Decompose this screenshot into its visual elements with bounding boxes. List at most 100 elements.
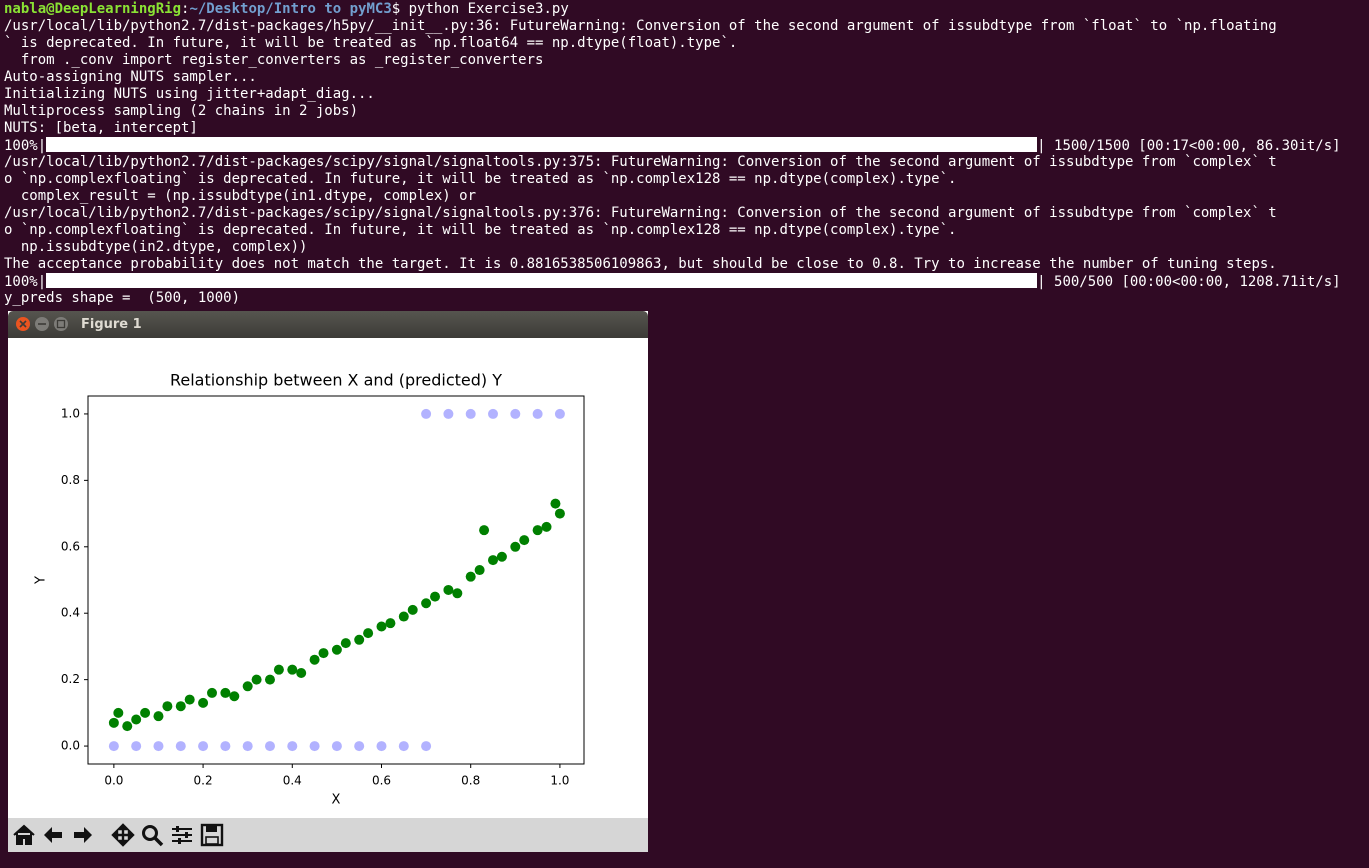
point: [242, 741, 253, 752]
point: [421, 598, 432, 609]
point: [465, 408, 476, 419]
progress-status: | 500/500 [00:00<00:00, 1208.71it/s]: [1037, 274, 1341, 290]
point: [131, 714, 142, 725]
point: [554, 408, 565, 419]
progress-line: 100%| | 1500/1500 [00:17<00:00, 86.30it/s…: [4, 137, 1341, 154]
save-button[interactable]: [200, 823, 224, 847]
point: [184, 694, 195, 705]
chart-title: Relationship between X and (predicted) Y: [170, 371, 502, 390]
point: [220, 741, 231, 752]
output-line: The acceptance probability does not matc…: [4, 256, 1277, 272]
prompt-sep: :: [181, 1, 190, 17]
output-line: o `np.complexfloating` is deprecated. In…: [4, 171, 957, 187]
output-line: Multiprocess sampling (2 chains in 2 job…: [4, 103, 359, 119]
point: [273, 664, 284, 675]
x-axis-label: X: [332, 793, 341, 808]
chart: Relationship between X and (predicted) Y…: [34, 371, 585, 808]
maximize-button[interactable]: [54, 317, 68, 331]
output-line: Auto-assigning NUTS sampler...: [4, 69, 257, 85]
progress-line: 100%| | 500/500 [00:00<00:00, 1208.71it/s…: [4, 273, 1341, 290]
point: [496, 551, 507, 562]
point: [331, 644, 342, 655]
point: [264, 674, 275, 685]
point: [108, 741, 119, 752]
y-tick-label: 0.0: [61, 739, 80, 753]
point: [430, 591, 441, 602]
point: [443, 584, 454, 595]
progress-status: | 1500/1500 [00:17<00:00, 86.30it/s]: [1037, 138, 1341, 154]
pan-button[interactable]: [111, 823, 135, 847]
progress-label: 100%|: [4, 138, 47, 154]
point: [407, 604, 418, 615]
point: [287, 741, 298, 752]
point: [452, 588, 463, 599]
point: [340, 638, 351, 649]
home-button[interactable]: [10, 821, 38, 849]
y-axis-label: Y: [34, 576, 49, 585]
forward-button[interactable]: [74, 827, 92, 843]
point: [479, 525, 490, 536]
y-tick-label: 0.4: [61, 606, 80, 620]
prompt-line: nabla@DeepLearningRig:~/Desktop/Intro to…: [4, 1, 1341, 18]
point: [207, 687, 217, 698]
progress-bar: [46, 137, 1038, 152]
close-icon: [19, 320, 27, 328]
maximize-icon: [56, 319, 66, 329]
point: [264, 741, 275, 752]
point: [175, 701, 186, 712]
output-line: /usr/local/lib/python2.7/dist-packages/h…: [4, 18, 1277, 34]
progress-label: 100%|: [4, 274, 47, 290]
axes-frame: [87, 395, 585, 765]
point: [443, 408, 454, 419]
output-line: Initializing NUTS using jitter+adapt_dia…: [4, 86, 375, 102]
point: [398, 611, 409, 622]
point: [251, 674, 262, 685]
output-line: y_preds shape = (500, 1000): [4, 290, 241, 306]
point: [385, 618, 396, 629]
point: [532, 408, 543, 419]
x-tick-label: 0.2: [194, 774, 213, 788]
configure-button[interactable]: [172, 826, 192, 844]
point: [465, 571, 476, 582]
output-line: ` is deprecated. In future, it will be t…: [4, 35, 738, 51]
x-tick-label: 0.8: [461, 774, 480, 788]
point: [131, 741, 142, 752]
y-tick-label: 1.0: [61, 406, 80, 420]
window-title: Figure 1: [81, 317, 142, 332]
point: [363, 628, 374, 639]
point: [162, 701, 173, 712]
point: [488, 555, 499, 566]
point: [198, 741, 209, 752]
point: [550, 498, 561, 509]
zoom-button[interactable]: [142, 825, 164, 847]
y-tick-label: 0.2: [61, 672, 80, 686]
output-line: complex_result = (np.issubdtype(in1.dtyp…: [4, 188, 477, 204]
point: [122, 721, 133, 732]
output-line: NUTS: [beta, intercept]: [4, 120, 198, 136]
point: [309, 654, 320, 665]
point: [354, 634, 365, 645]
point: [510, 541, 521, 552]
point: [354, 741, 365, 752]
point: [175, 741, 186, 752]
output-line: from ._conv import register_converters a…: [4, 52, 544, 68]
output-line: o `np.complexfloating` is deprecated. In…: [4, 222, 957, 238]
x-tick-label: 0.4: [283, 774, 302, 788]
prompt-command: $ python Exercise3.py: [391, 1, 569, 17]
point: [519, 535, 530, 546]
point: [331, 741, 342, 752]
point: [296, 667, 307, 678]
y-tick-label: 0.8: [61, 473, 80, 487]
point: [242, 681, 253, 692]
point: [140, 707, 151, 718]
point: [474, 565, 485, 576]
point: [229, 691, 240, 702]
output-line: np.issubdtype(in2.dtype, complex)): [4, 239, 308, 255]
point: [541, 521, 552, 532]
back-button[interactable]: [44, 827, 62, 843]
toolbar: [8, 818, 648, 852]
window-buttons: [16, 317, 68, 331]
prompt-path: ~/Desktop/Intro to pyMC3: [189, 1, 392, 17]
point: [421, 408, 432, 419]
